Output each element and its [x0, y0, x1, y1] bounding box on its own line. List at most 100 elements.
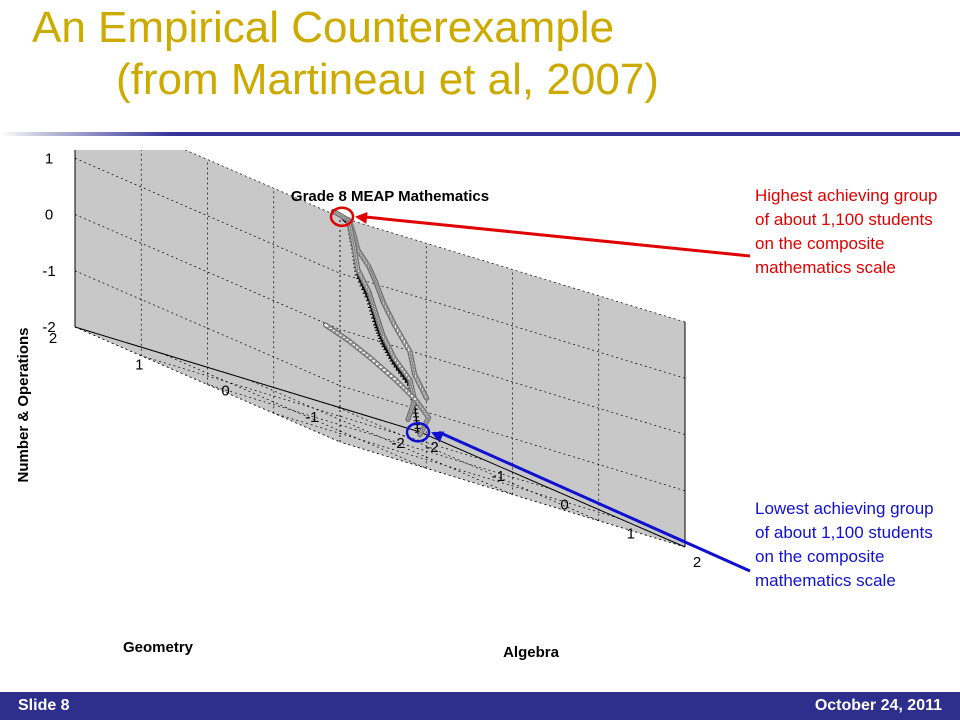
- data-point: [411, 371, 418, 378]
- data-point: [379, 365, 386, 372]
- data-point: [409, 361, 416, 368]
- data-point: [420, 388, 427, 395]
- series-2: [345, 217, 418, 423]
- x-tick-label: 1: [627, 525, 635, 542]
- grid-line: [184, 150, 341, 218]
- data-point: [405, 416, 412, 423]
- chart-series: [323, 208, 432, 438]
- data-point: [332, 328, 339, 335]
- data-point: [386, 345, 393, 352]
- data-point: [369, 298, 375, 305]
- annotation-lowest-group: Lowest achieving group of about 1,100 st…: [755, 499, 934, 590]
- data-point: [400, 337, 407, 344]
- data-point: [388, 315, 395, 322]
- data-point: [384, 342, 391, 349]
- data-point: [364, 285, 371, 292]
- data-point: [406, 376, 413, 383]
- annotation-highest-group: Highest achieving group of about 1,100 s…: [755, 186, 938, 277]
- data-point: [409, 388, 416, 395]
- x-tick-label: -1: [492, 468, 505, 485]
- data-point: [415, 378, 422, 385]
- grid-line: [74, 326, 341, 443]
- grid-line: [74, 270, 341, 387]
- data-point: [389, 352, 396, 359]
- data-point: [377, 290, 383, 297]
- data-point: [404, 344, 411, 351]
- grid-line: [74, 214, 341, 330]
- grid-line: [207, 384, 553, 490]
- data-point: [408, 355, 415, 362]
- data-point: [376, 287, 382, 294]
- data-point: [396, 380, 403, 387]
- z-tick-label: 0: [45, 207, 53, 224]
- data-point: [356, 269, 363, 276]
- y-tick-label: 0: [221, 383, 229, 400]
- data-point: [339, 333, 346, 340]
- arrow-lowest-head: [431, 431, 445, 443]
- data-point: [366, 289, 372, 296]
- data-point: [352, 249, 359, 256]
- data-point: [381, 301, 388, 308]
- data-point: [401, 386, 408, 393]
- highlight-highest: [329, 206, 355, 227]
- data-point: [345, 337, 352, 344]
- data-point: [379, 329, 385, 336]
- data-point: [407, 379, 414, 386]
- slide-title-line2: (from Martineau et al, 2007): [116, 55, 659, 104]
- data-point: [395, 361, 402, 368]
- data-point: [388, 348, 395, 355]
- x-tick-label: 0: [560, 497, 568, 514]
- y-tick-label: 1: [135, 356, 143, 373]
- data-point: [404, 388, 411, 395]
- grid-line: [339, 272, 686, 379]
- y-tick-label: -1: [305, 409, 318, 426]
- data-point: [383, 338, 390, 345]
- data-point: [393, 377, 400, 384]
- grid-line: [333, 405, 599, 522]
- data-point: [349, 340, 356, 347]
- grid-line: [339, 329, 686, 435]
- y-tick-label: -2: [391, 435, 404, 452]
- slide-title: An Empirical Counterexample (from Martin…: [32, 2, 659, 106]
- data-point: [416, 381, 423, 388]
- series-3: [323, 322, 432, 438]
- chart-highlights: [329, 206, 431, 443]
- data-point: [351, 243, 357, 250]
- data-point: [372, 359, 379, 366]
- data-point: [371, 304, 377, 311]
- data-point: [377, 323, 383, 330]
- data-point: [347, 226, 354, 233]
- data-point: [410, 394, 417, 401]
- slide-number: Slide 8: [18, 697, 70, 714]
- data-point: [408, 385, 415, 392]
- grid-line: [339, 216, 686, 323]
- data-point: [375, 362, 382, 369]
- y-tick-label: 2: [49, 330, 57, 347]
- data-point: [357, 272, 364, 279]
- data-point: [421, 391, 428, 398]
- arrow-highest-head: [355, 211, 368, 224]
- data-point: [342, 335, 349, 342]
- data-point: [407, 351, 414, 358]
- data-point: [346, 223, 353, 230]
- grid-line: [141, 355, 487, 462]
- data-point: [413, 397, 420, 404]
- data-point: [361, 279, 368, 286]
- data-point: [398, 333, 405, 340]
- slide-footer: Slide 8 October 24, 2011: [0, 692, 960, 720]
- data-point: [408, 382, 415, 389]
- data-point: [382, 368, 389, 375]
- data-point: [352, 253, 359, 260]
- data-point: [393, 358, 400, 365]
- data-point: [348, 230, 355, 237]
- data-point: [398, 364, 405, 371]
- data-point: [379, 295, 385, 302]
- slide-title-line1: An Empirical Counterexample: [32, 3, 615, 52]
- data-point: [359, 348, 366, 355]
- x-axis-label: Algebra: [503, 644, 560, 661]
- data-point: [380, 298, 386, 305]
- data-point: [374, 313, 380, 320]
- data-point: [369, 356, 376, 363]
